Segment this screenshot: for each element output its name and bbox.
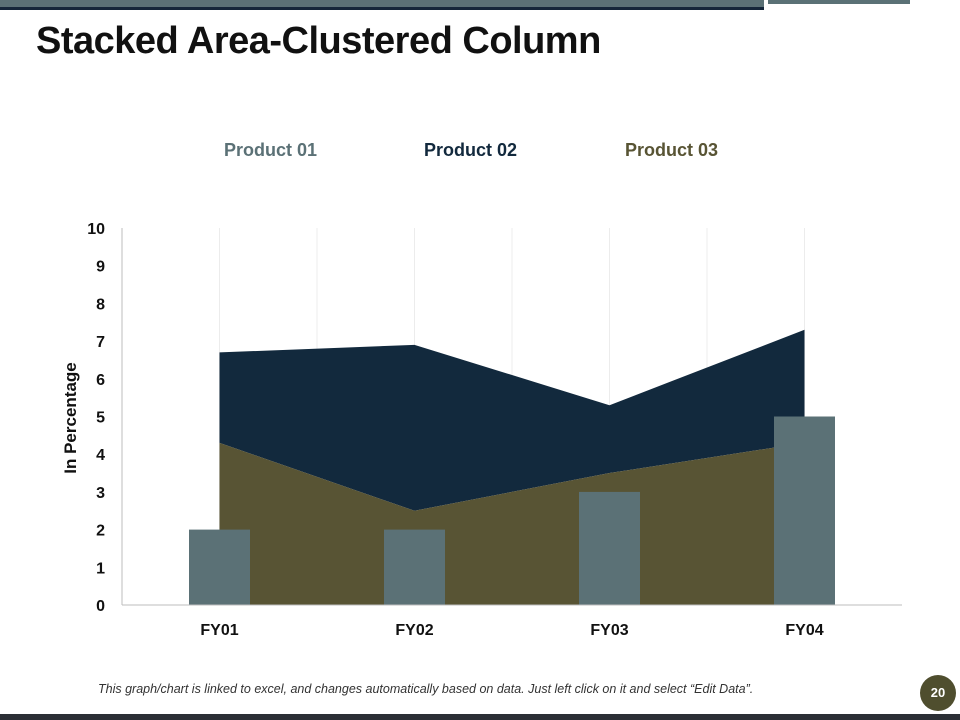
y-tick-label: 10 bbox=[87, 221, 105, 238]
y-tick-label: 9 bbox=[96, 259, 105, 276]
bar-product-01-fy03[interactable] bbox=[579, 491, 640, 605]
y-tick-label: 0 bbox=[96, 598, 105, 615]
top-accent-bar bbox=[0, 0, 764, 10]
bar-product-01-fy01[interactable] bbox=[189, 529, 250, 605]
legend-product-03[interactable]: Product 03 bbox=[625, 140, 719, 160]
area-product-03[interactable] bbox=[219, 442, 805, 605]
x-tick-label: FY02 bbox=[395, 622, 433, 639]
x-tick-label: FY04 bbox=[785, 622, 823, 639]
legend-product-01[interactable]: Product 01 bbox=[224, 140, 318, 160]
top-accent-bar-right bbox=[768, 0, 910, 4]
y-tick-label: 3 bbox=[96, 485, 105, 502]
y-tick-label: 8 bbox=[96, 296, 105, 313]
page-number-badge: 20 bbox=[920, 675, 956, 711]
area-product-02[interactable] bbox=[219, 329, 805, 511]
y-tick-label: 6 bbox=[96, 372, 105, 389]
slide-title: Stacked Area-Clustered Column bbox=[36, 20, 601, 62]
y-tick-label: 2 bbox=[96, 523, 105, 540]
bar-product-01-fy02[interactable] bbox=[384, 529, 445, 605]
x-tick-label: FY03 bbox=[590, 622, 628, 639]
y-tick-label: 4 bbox=[96, 447, 105, 464]
footer-note: This graph/chart is linked to excel, and… bbox=[98, 682, 754, 696]
legend-product-02[interactable]: Product 02 bbox=[424, 140, 518, 160]
y-tick-label: 7 bbox=[96, 334, 105, 351]
y-tick-label: 5 bbox=[96, 410, 105, 427]
bottom-accent-bar bbox=[0, 714, 960, 720]
bar-product-01-fy04[interactable] bbox=[774, 416, 835, 606]
x-tick-label: FY01 bbox=[200, 622, 238, 639]
y-tick-label: 1 bbox=[96, 560, 105, 577]
y-axis-title: In Percentage bbox=[61, 362, 80, 474]
